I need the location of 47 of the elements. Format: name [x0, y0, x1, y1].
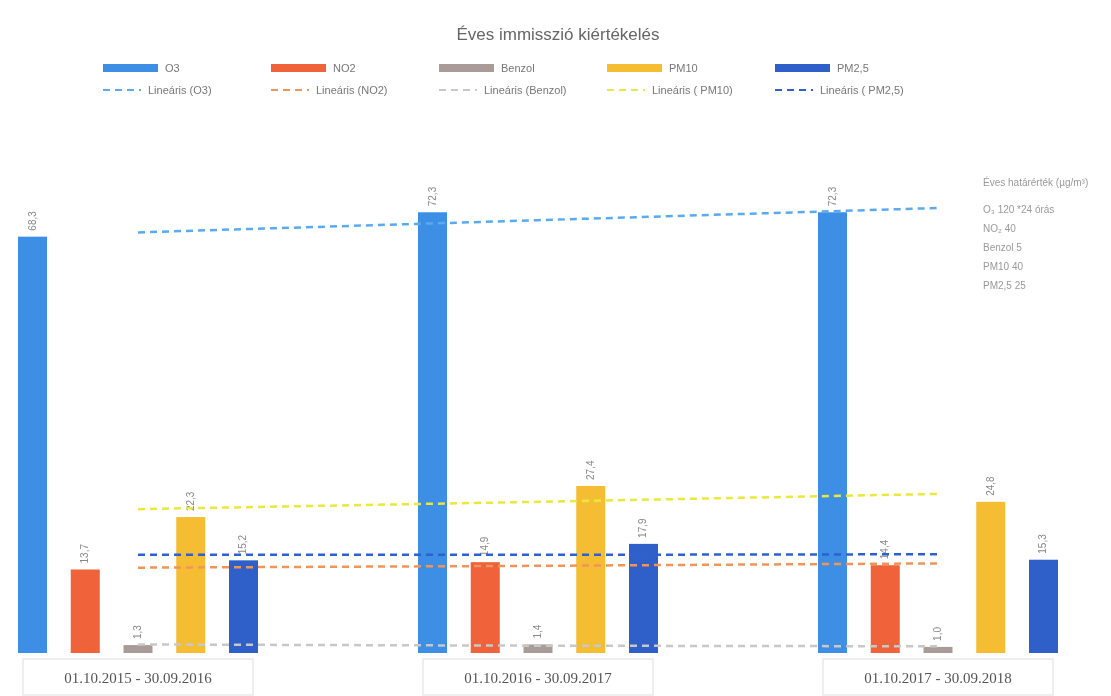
data-label: 72,3 — [426, 186, 438, 207]
data-label: 17,9 — [637, 517, 649, 538]
text: Éves határérték (µg/m³) — [983, 176, 1089, 188]
data-label: 68,3 — [26, 210, 38, 231]
annotation: PM2,5 25 — [983, 280, 1027, 291]
bar — [123, 645, 153, 653]
annotation: NO₂ 40 — [983, 223, 1017, 234]
bar — [576, 485, 606, 653]
bar — [18, 236, 48, 653]
legend-label: NO2 — [333, 62, 356, 74]
annotation: O₃ 120 *24 órás — [983, 204, 1055, 215]
annotation: PM10 40 — [983, 261, 1024, 272]
annotation: Benzol 5 — [983, 242, 1023, 253]
bar — [228, 560, 258, 653]
bar — [176, 517, 206, 653]
bar — [470, 562, 500, 653]
data-label: 27,4 — [584, 460, 596, 480]
legend-label: PM10 — [669, 62, 698, 74]
legend-label: Lineáris (NO2) — [316, 84, 388, 96]
bar — [1028, 559, 1058, 653]
legend-label: Lineáris ( PM2,5) — [820, 84, 904, 96]
legend-label: Lineáris (Benzol) — [484, 84, 567, 96]
legend-label: Lineáris ( PM10) — [652, 84, 733, 96]
data-label: 1,3 — [132, 624, 143, 640]
bar — [976, 501, 1006, 653]
data-label: 15,3 — [1037, 533, 1049, 554]
x-tick-label: 01.10.2015 - 30.09.2016 — [64, 670, 213, 686]
bar — [418, 212, 448, 653]
bar — [70, 569, 100, 653]
legend-label: Lineáris (O3) — [148, 84, 212, 96]
data-label: 1,4 — [532, 624, 543, 639]
x-tick-label: 01.10.2017 - 30.09.2018 — [864, 670, 1012, 686]
data-label: 14,4 — [879, 539, 891, 560]
bar — [923, 646, 953, 653]
data-label: 72,3 — [826, 186, 838, 207]
data-label: 15,2 — [237, 534, 249, 555]
legend-label: Benzol — [501, 62, 535, 74]
chart-title: Éves immisszió kiértékelés — [456, 25, 660, 44]
data-label: 14,9 — [479, 536, 491, 557]
bar — [870, 565, 900, 653]
x-tick-label: 01.10.2016 - 30.09.2017 — [464, 670, 613, 686]
data-label: 1,0 — [932, 626, 943, 641]
data-label: 24,8 — [984, 475, 996, 496]
legend-label: PM2,5 — [837, 62, 869, 74]
data-label: 13,7 — [79, 543, 91, 564]
bar — [818, 212, 848, 653]
legend-label: O3 — [165, 62, 180, 74]
